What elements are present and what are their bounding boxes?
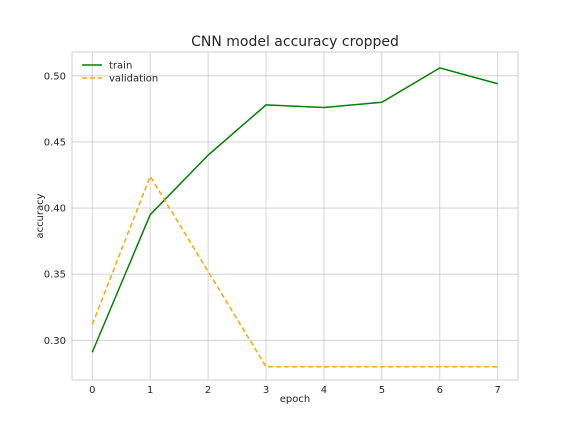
y-tick-label: 0.45 (44, 137, 66, 148)
y-tick-label: 0.30 (44, 336, 66, 347)
x-tick-label: 4 (321, 385, 327, 396)
x-tick-label: 1 (147, 385, 153, 396)
legend-label-train: train (109, 61, 132, 72)
x-tick-label: 0 (89, 385, 95, 396)
legend-label-validation: validation (109, 74, 158, 85)
legend: train validation (82, 61, 158, 85)
y-tick-label: 0.40 (44, 204, 66, 215)
series-line-train (91, 67, 498, 353)
y-tick-label: 0.35 (44, 270, 66, 281)
tick-layer: 0 1 2 3 4 5 6 7 0.30 0.35 0.40 0.45 0.50 (44, 71, 501, 396)
grid-layer (72, 52, 518, 380)
series-layer (91, 67, 498, 368)
x-axis-label: epoch (280, 394, 310, 405)
x-tick-label: 2 (205, 385, 211, 396)
plot-frame (71, 51, 519, 381)
y-tick-label: 0.50 (44, 71, 66, 82)
x-tick-label: 7 (495, 385, 501, 396)
x-tick-label: 3 (263, 385, 269, 396)
x-tick-label: 5 (379, 385, 385, 396)
series-line-validation (91, 174, 498, 368)
y-axis-label: accuracy (35, 193, 46, 238)
chart-title: CNN model accuracy cropped (191, 34, 399, 50)
x-tick-label: 6 (437, 385, 443, 396)
